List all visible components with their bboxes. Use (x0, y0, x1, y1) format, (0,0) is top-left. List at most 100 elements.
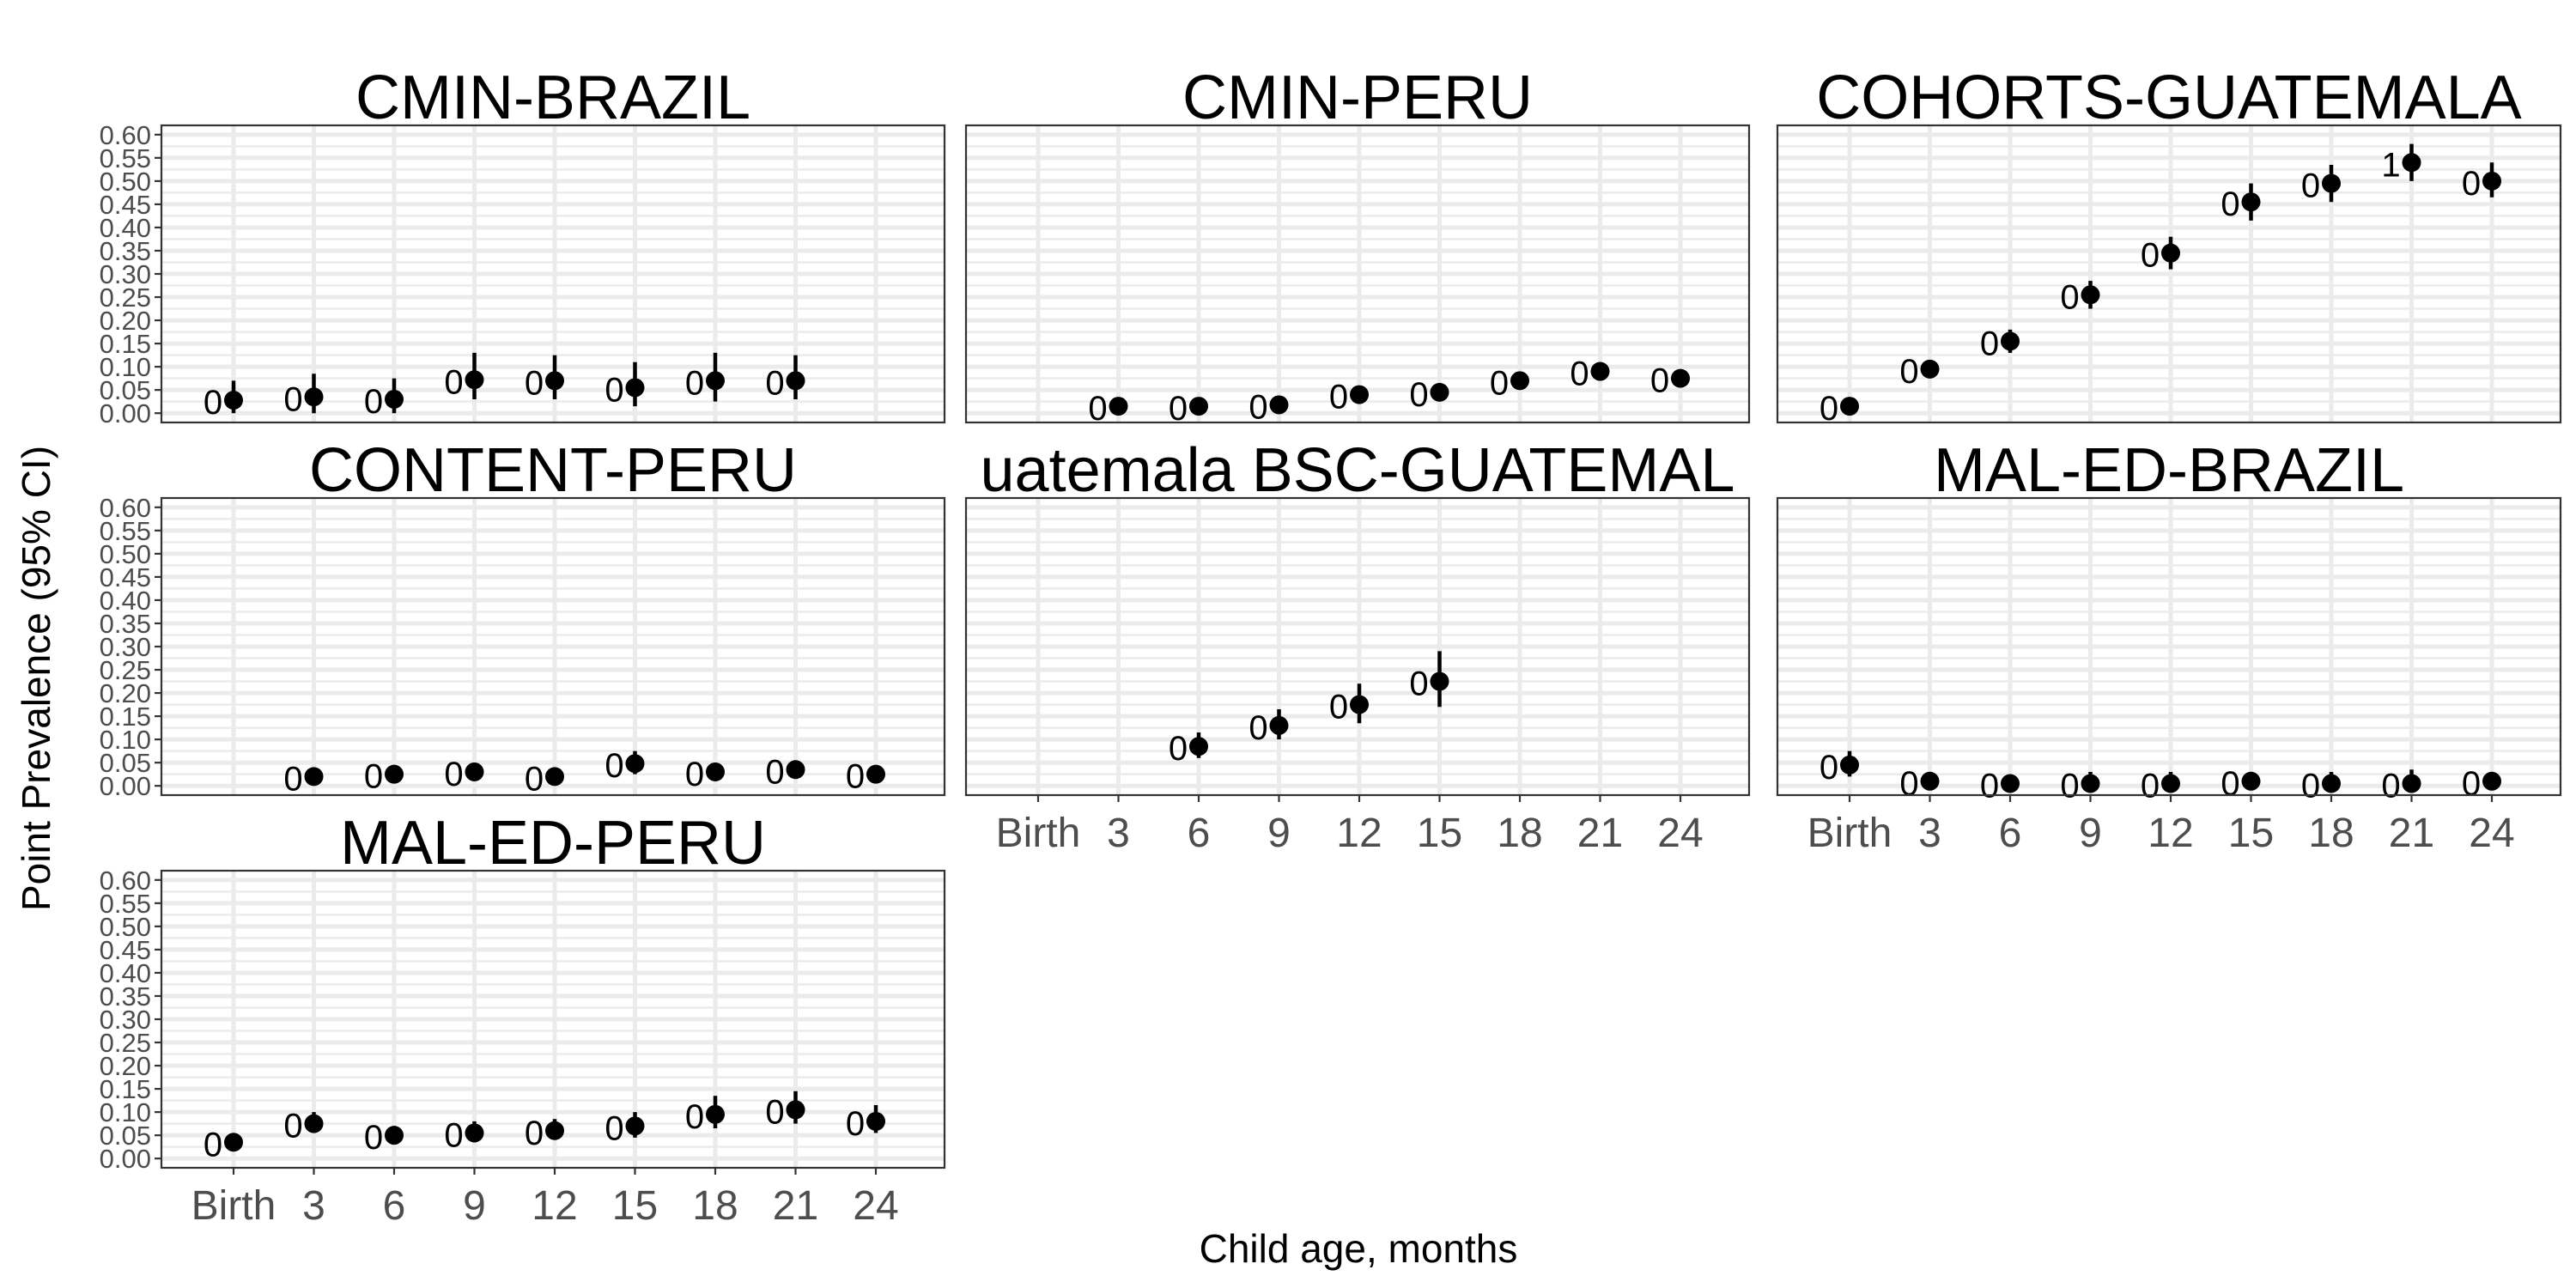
data-point (1269, 395, 1289, 415)
y-tick-label: 0.35 (100, 236, 151, 266)
data-point (1590, 361, 1610, 381)
data-point (1350, 385, 1369, 404)
data-point (385, 1126, 404, 1145)
x-tick-label: 21 (773, 1183, 818, 1229)
y-tick-label: 0.50 (100, 912, 151, 942)
point-label: 0 (283, 380, 302, 418)
x-tick-label: Birth (996, 811, 1081, 856)
point-label: 0 (1899, 353, 1918, 391)
point-label: 0 (1249, 388, 1267, 426)
x-tick-label: 24 (1657, 811, 1703, 856)
y-tick-label: 0.45 (100, 190, 151, 220)
x-tick-label: 12 (532, 1183, 577, 1229)
x-tick-label: 15 (1417, 811, 1462, 856)
y-tick-label: 0.40 (100, 213, 151, 243)
data-point (625, 1116, 645, 1136)
point-label: 0 (605, 1109, 623, 1147)
facet-panel: CONTENT-PERU 0 0 0 0 0 0 0 0 0.000.050.100.150.20… (100, 436, 946, 801)
y-tick-label: 0.20 (100, 678, 151, 708)
y-axis-title: Point Prevalence (95% CI) (14, 446, 58, 911)
data-point (786, 1100, 805, 1120)
y-tick-label: 0.05 (100, 748, 151, 778)
data-point (866, 764, 885, 784)
point-label: 0 (525, 760, 544, 798)
y-tick-label: 0.25 (100, 1028, 151, 1058)
data-point (545, 1121, 564, 1140)
x-axis-title: Child age, months (1200, 1226, 1518, 1271)
point-label: 0 (1169, 390, 1188, 428)
y-tick-label: 0.50 (100, 167, 151, 197)
point-label: 0 (605, 747, 623, 785)
point-label: 0 (364, 1119, 383, 1157)
point-label: 0 (685, 756, 704, 793)
point-label: 0 (364, 383, 383, 421)
data-point (2161, 243, 2180, 263)
data-point (2241, 771, 2261, 791)
data-point (786, 371, 805, 391)
data-point (465, 762, 484, 781)
data-point (304, 1114, 324, 1133)
x-tick-label: 6 (1188, 811, 1211, 856)
x-tick-label: 18 (2308, 811, 2354, 856)
point-label: 0 (444, 1116, 463, 1154)
y-tick-label: 0.30 (100, 259, 151, 289)
facet-panel: uatemala BSC-GUATEMAL 0 0 0 0 Birth 3 6 9 12 15 18 2… (964, 436, 1751, 856)
point-label: 0 (765, 753, 784, 791)
point-label: 0 (283, 760, 302, 798)
point-label: 0 (1570, 355, 1589, 393)
y-tick-label: 0.15 (100, 702, 151, 732)
x-tick-label: 3 (302, 1183, 325, 1229)
panel-border (1776, 496, 2562, 797)
x-tick-label: 24 (853, 1183, 898, 1229)
data-point (465, 1123, 484, 1143)
x-tick-label: 18 (1497, 811, 1542, 856)
data-point (706, 762, 725, 781)
point-label: 0 (2060, 278, 2079, 316)
y-tick-label: 0.05 (100, 1121, 151, 1151)
data-point (2081, 774, 2100, 793)
data-point (385, 389, 404, 409)
y-tick-label: 0.30 (100, 1005, 151, 1035)
y-tick-label: 0.00 (100, 398, 151, 428)
data-point (1430, 671, 1449, 691)
point-label: 0 (2141, 237, 2160, 275)
facet-title: MAL-ED-PERU (340, 809, 766, 878)
point-label: 0 (283, 1108, 302, 1145)
y-tick-label: 0.10 (100, 352, 151, 382)
data-point (385, 764, 404, 784)
data-point (2001, 331, 2020, 351)
point-label: 0 (1650, 362, 1669, 400)
data-point (2081, 285, 2100, 305)
point-label: 0 (1329, 689, 1348, 726)
point-label: 0 (1088, 390, 1107, 428)
point-label: 0 (1980, 767, 1999, 805)
y-tick-label: 0.25 (100, 655, 151, 685)
point-label: 0 (2462, 765, 2481, 803)
y-tick-label: 0.05 (100, 375, 151, 405)
point-label: 1 (2381, 146, 2400, 184)
data-point (1189, 397, 1208, 416)
data-point (1840, 755, 1859, 775)
y-tick-label: 0.00 (100, 1144, 151, 1174)
point-label: 0 (2221, 765, 2239, 803)
data-point (545, 767, 564, 787)
x-tick-label: 24 (2469, 811, 2514, 856)
y-tick-label: 0.40 (100, 958, 151, 988)
data-point (1510, 371, 1529, 391)
data-point (2322, 774, 2341, 793)
point-label: 0 (2221, 185, 2239, 223)
point-label: 0 (685, 1098, 704, 1136)
point-label: 0 (204, 384, 222, 422)
x-tick-label: 9 (1267, 811, 1291, 856)
y-tick-label: 0.35 (100, 609, 151, 639)
point-label: 0 (2060, 767, 2079, 805)
facet-title: MAL-ED-BRAZIL (1934, 436, 2404, 505)
x-tick-label: 9 (2079, 811, 2102, 856)
data-point (1920, 771, 1940, 791)
point-label: 0 (1490, 364, 1509, 402)
data-point (706, 1104, 725, 1124)
data-point (224, 1133, 243, 1152)
data-point (1269, 715, 1289, 735)
x-tick-label: 21 (2389, 811, 2434, 856)
